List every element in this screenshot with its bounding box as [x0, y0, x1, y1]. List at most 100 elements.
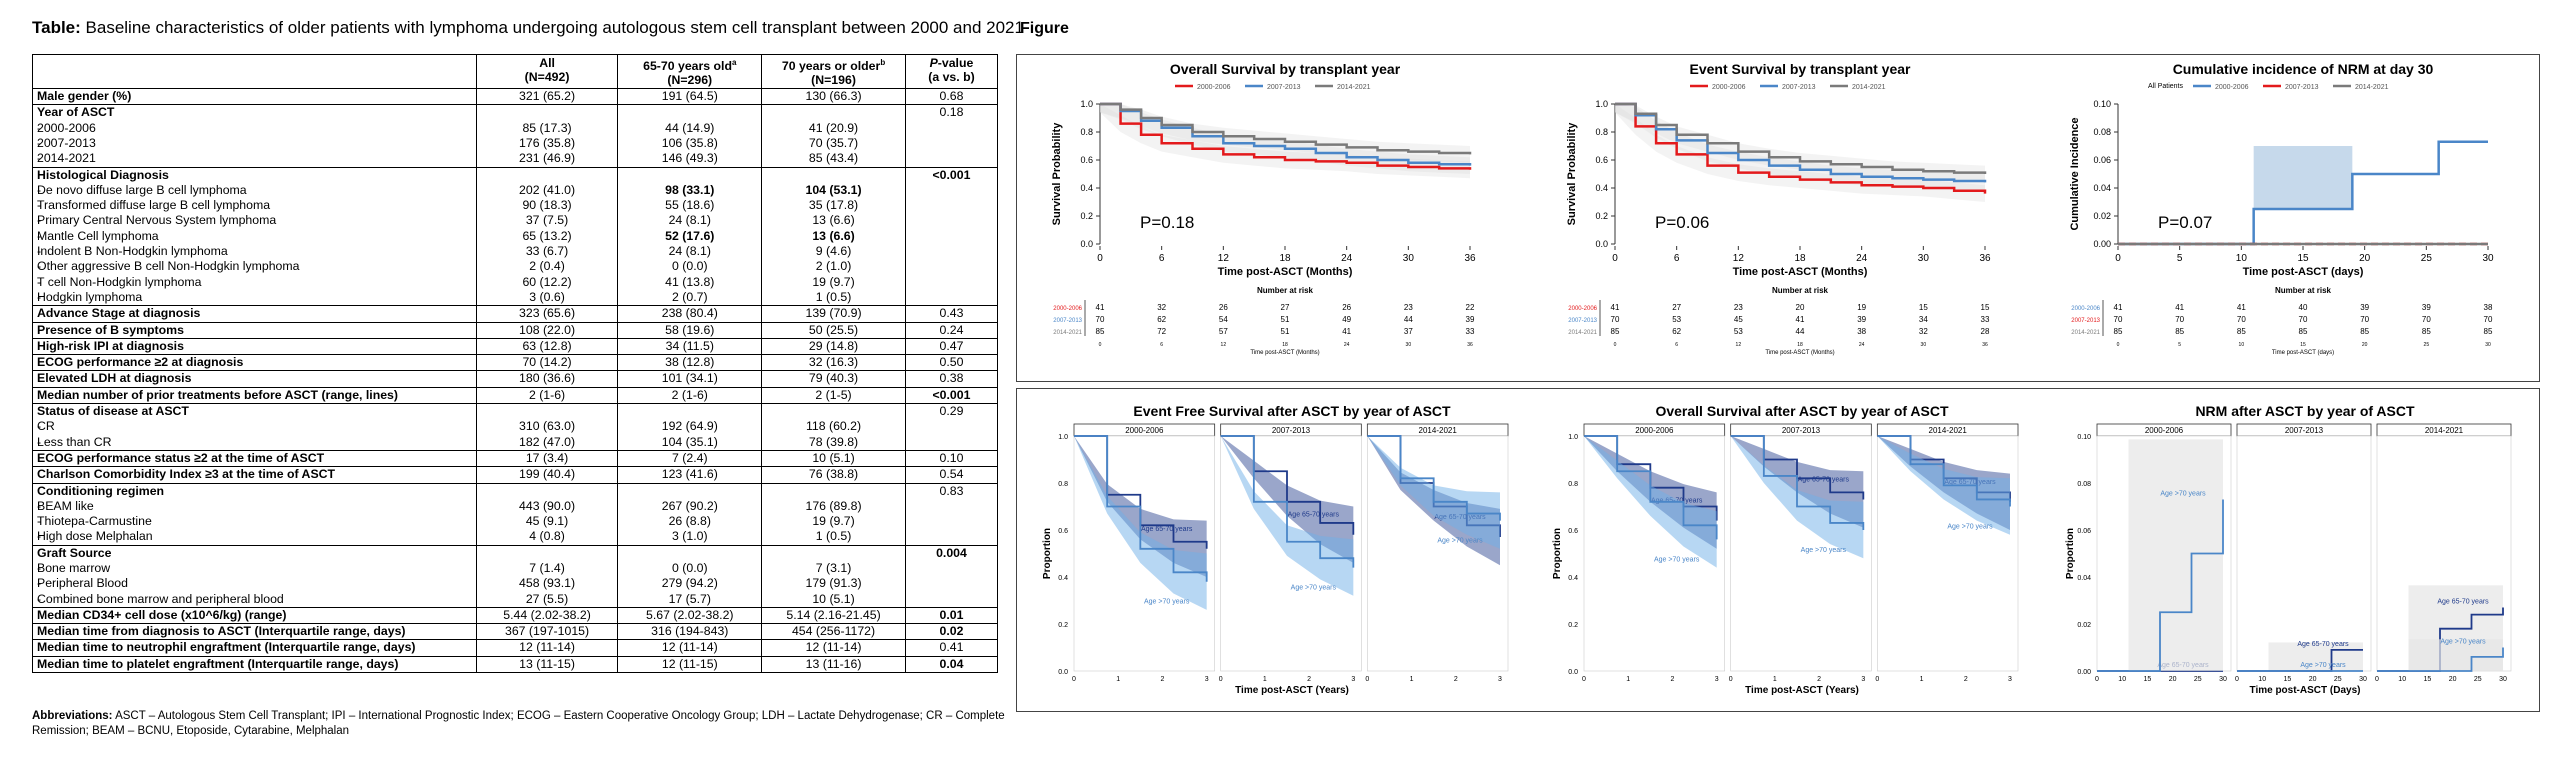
chart-title: Cumulative incidence of NRM at day 30	[2173, 61, 2434, 77]
series-label: Age >70 years	[1291, 585, 1337, 592]
risk-value: 39	[1857, 315, 1866, 324]
cell-all: 12 (11-14)	[519, 640, 575, 655]
series-label: Age >70 years	[1801, 547, 1847, 554]
facet-label: 2007-2013	[1272, 426, 1311, 435]
header-pvalue: P-value (a vs. b)	[904, 53, 999, 90]
cell-65-70: 191 (64.5)	[661, 89, 718, 104]
table-row: Peripheral Blood 458 (93.1) 279 (94.2) 179 …	[32, 576, 999, 592]
x-axis-label: Time post-ASCT (days)	[2243, 266, 2364, 278]
series-label: Age >70 years	[2300, 662, 2346, 669]
x-tick-label: 25	[2474, 676, 2482, 683]
cell-all: 321 (65.2)	[519, 89, 576, 104]
risk-tick: 6	[1160, 342, 1163, 348]
risk-value: 49	[1342, 315, 1351, 324]
cell-all: 5.44 (2.02-38.2)	[503, 607, 591, 622]
cell-pvalue: 0.02	[939, 624, 964, 639]
risk-tick: 30	[1921, 342, 1927, 348]
risk-value: 41	[1096, 303, 1105, 312]
panel-top	[1016, 54, 2540, 382]
risk-value: 27	[1281, 303, 1290, 312]
risk-value: 70	[2484, 315, 2493, 324]
x-tick-label: 3	[1715, 676, 1719, 683]
x-tick-label: 3	[1498, 676, 1502, 683]
risk-value: 70	[1096, 315, 1105, 324]
risk-row-label: 2007-2013	[2071, 318, 2100, 324]
cell-70plus: 70 (35.7)	[808, 135, 859, 150]
cell-65-70: 26 (8.8)	[668, 514, 711, 529]
row-label: Primary Central Nervous System lymphoma	[37, 213, 277, 228]
x-tick-label: 15	[2297, 253, 2309, 264]
row-label: Presence of B symptoms	[37, 322, 184, 337]
risk-row-label: 2014-2021	[1568, 330, 1597, 336]
series-label: Age 65-70 years	[1141, 526, 1193, 533]
x-axis-label: Time post-ASCT (Days)	[2250, 685, 2361, 696]
x-tick-label: 6	[1674, 253, 1680, 264]
cell-all: 70 (14.2)	[522, 355, 572, 370]
y-tick-label: 0.6	[1595, 155, 1608, 165]
cell-70plus: 78 (39.8)	[808, 434, 859, 449]
cell-all: 7 (1.4)	[529, 561, 565, 575]
y-axis-label: Survival Probability	[1051, 122, 1063, 226]
series-line	[2377, 647, 2504, 672]
y-tick-label: 0.6	[1568, 528, 1578, 535]
x-tick-label: 30	[1918, 253, 1930, 264]
facet-label: 2007-2013	[1782, 426, 1821, 435]
series-label: Age 65-70 years	[2297, 641, 2349, 648]
cell-pvalue: 0.38	[939, 371, 964, 386]
cell-70plus: 50 (25.5)	[808, 322, 859, 337]
series-line	[1100, 102, 1472, 166]
x-tick-label: 25	[2421, 253, 2433, 264]
header-65-70: 65-70 years olda (N=296)	[617, 53, 763, 90]
abbreviations-footnote: Abbreviations: ASCT – Autologous Stem Ce…	[32, 710, 1005, 737]
series-label: Age >70 years	[1947, 524, 1993, 531]
cell-65-70: 12 (11-15)	[661, 656, 718, 671]
cell-70plus: 13 (11-16)	[805, 656, 862, 671]
y-tick-label: 0.6	[1080, 155, 1093, 165]
cell-70plus: 29 (14.8)	[808, 338, 859, 353]
y-tick-label: 0.8	[1080, 127, 1093, 137]
risk-value: 33	[1981, 315, 1990, 324]
cell-all: 231 (46.9)	[519, 151, 576, 166]
cell-pvalue: 0.29	[939, 404, 964, 419]
y-tick-label: 0.10	[2093, 99, 2111, 109]
cell-65-70: 316 (194-843)	[651, 624, 729, 639]
table-row: CR 310 (63.0) 192 (64.9) 118 (60.2)	[32, 419, 999, 435]
cell-all: 458 (93.1)	[519, 576, 576, 591]
table-row: Year of ASCT 0.18	[32, 104, 999, 121]
risk-value: 70	[2422, 315, 2431, 324]
x-tick-label: 1	[1920, 676, 1924, 683]
cell-70plus: 179 (91.3)	[805, 576, 862, 591]
table-row: De novo diffuse large B cell lymphoma 202…	[32, 182, 999, 199]
series-line	[2097, 499, 2224, 672]
row-label: Status of disease at ASCT	[37, 404, 189, 419]
y-tick-label: 0.0	[1058, 669, 1068, 676]
risk-value: 44	[1404, 315, 1413, 324]
facet-panel	[2236, 435, 2372, 672]
table-row: Mantle Cell lymphoma 65 (13.2) 52 (17.6) 13…	[32, 228, 999, 245]
row-label: CR	[37, 419, 55, 434]
cell-65-70: 2 (0.7)	[672, 289, 708, 304]
x-tick-label: 0	[1072, 676, 1076, 683]
risk-value: 38	[2484, 303, 2493, 312]
legend-title: All Patients	[2148, 83, 2184, 90]
x-tick-label: 15	[2144, 676, 2152, 683]
risk-row-label: 2007-2013	[1053, 318, 1082, 324]
y-tick-label: 0.4	[1080, 183, 1093, 193]
y-tick-label: 1.0	[1568, 434, 1578, 441]
risk-value: 40	[2299, 303, 2308, 312]
x-tick-label: 0	[1612, 253, 1618, 264]
risk-tick: 5	[2178, 342, 2181, 348]
series-line	[1615, 102, 1987, 183]
x-tick-label: 1	[1410, 676, 1414, 683]
row-label: Median time to neutrophil engraftment (I…	[37, 640, 416, 655]
cell-70plus: 79 (40.3)	[808, 371, 859, 386]
row-label: Hodgkin lymphoma	[37, 289, 143, 304]
series-line	[1367, 435, 1501, 521]
risk-value: 62	[1672, 327, 1681, 336]
cell-pvalue: 0.41	[939, 640, 964, 655]
y-tick-label: 0.08	[2077, 481, 2091, 488]
risk-value: 62	[1157, 315, 1166, 324]
row-label: Conditioning regimen	[37, 483, 165, 498]
risk-value: 85	[2299, 327, 2308, 336]
risk-tick: 30	[2485, 342, 2491, 348]
